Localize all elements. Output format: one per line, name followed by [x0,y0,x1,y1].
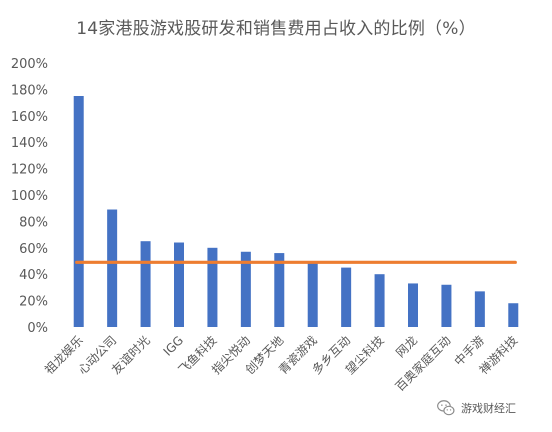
bar [240,251,251,327]
y-tick-label: 140% [11,136,48,151]
bar [441,284,452,327]
y-tick-label: 180% [11,83,48,98]
watermark: 游戏财经汇 [436,398,516,418]
bar [274,253,285,327]
bar [341,267,352,327]
bar [474,291,485,327]
bar [73,96,84,327]
bar [174,242,184,327]
y-tick-label: 160% [11,110,48,125]
y-tick-label: 100% [11,189,48,204]
y-tick-label: 80% [19,215,48,230]
bar [207,247,218,327]
y-tick-label: 60% [19,242,48,257]
bar [107,209,118,327]
bar [140,241,151,327]
category-label: IGG [161,333,187,359]
wechat-icon [437,400,455,416]
bar [508,303,519,327]
y-tick-label: 0% [27,321,48,336]
watermark-text: 游戏财经汇 [461,402,516,415]
bar [408,283,418,327]
chart-title: 14家港股游戏股研发和销售费用占收入的比例（%） [76,19,476,39]
category-label: 网龙 [393,333,420,360]
y-tick-label: 120% [11,163,48,178]
bar [374,274,385,327]
y-tick-label: 40% [19,268,48,283]
y-tick-label: 20% [19,295,48,310]
y-tick-label: 200% [11,57,48,72]
bar [307,262,318,327]
